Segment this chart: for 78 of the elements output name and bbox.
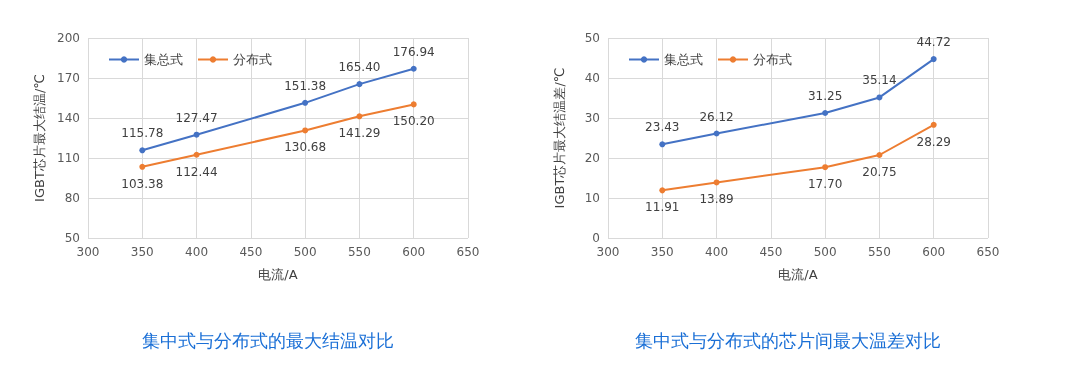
data-label: 44.72 bbox=[916, 35, 951, 50]
point bbox=[356, 81, 363, 88]
point bbox=[659, 141, 666, 148]
data-label: 26.12 bbox=[699, 109, 734, 124]
data-label: 11.91 bbox=[645, 200, 680, 215]
y-tick-label: 200 bbox=[57, 31, 80, 45]
y-tick-label: 50 bbox=[584, 31, 600, 45]
y-tick-label: 50 bbox=[64, 231, 80, 245]
text: 集中式与分布式的芯片间最大温差对比 bbox=[635, 329, 941, 351]
point bbox=[356, 113, 363, 120]
data-label: 28.29 bbox=[916, 134, 951, 149]
data-label: 13.89 bbox=[699, 192, 734, 207]
point bbox=[713, 179, 720, 186]
y-tick-label: 10 bbox=[584, 191, 600, 205]
y-tick-label: 80 bbox=[64, 191, 80, 205]
x-tick-label: 300 bbox=[76, 245, 100, 259]
data-label: 31.25 bbox=[807, 89, 843, 103]
y-tick-label: 20 bbox=[584, 151, 600, 165]
x-axis-title: 电流/A bbox=[778, 267, 818, 282]
data-label: 151.38 bbox=[284, 78, 327, 93]
point bbox=[713, 130, 720, 137]
point bbox=[302, 99, 309, 106]
data-label: 103.38 bbox=[121, 176, 164, 191]
x-tick-label: 600 bbox=[922, 245, 946, 259]
x-tick-label: 550 bbox=[867, 245, 891, 259]
x-tick-label: 350 bbox=[130, 245, 154, 259]
data-label: 150.20 bbox=[392, 114, 435, 129]
x-axis-title: 电流/A bbox=[258, 267, 298, 282]
data-label: 176.94 bbox=[392, 44, 435, 59]
x-tick-label: 550 bbox=[347, 245, 371, 259]
legend-label: 集总式 bbox=[144, 52, 183, 67]
point bbox=[410, 65, 417, 72]
y-tick-label: 170 bbox=[57, 71, 80, 85]
legend-label: 分布式 bbox=[753, 52, 792, 67]
point bbox=[876, 152, 883, 158]
point bbox=[302, 127, 309, 134]
x-tick-label: 600 bbox=[402, 245, 426, 259]
y-tick-label: 110 bbox=[57, 151, 80, 165]
x-tick-label: 350 bbox=[650, 245, 674, 259]
point bbox=[930, 56, 937, 63]
point bbox=[930, 121, 937, 128]
point bbox=[139, 147, 146, 154]
point bbox=[139, 163, 146, 170]
y-tick-label: 30 bbox=[584, 111, 600, 125]
data-label: 20.75 bbox=[862, 165, 897, 179]
y-tick-label: 0 bbox=[592, 231, 600, 245]
data-label: 35.14 bbox=[862, 73, 897, 88]
point bbox=[876, 94, 883, 101]
x-tick-label: 300 bbox=[596, 245, 620, 259]
legend-label: 分布式 bbox=[233, 52, 272, 67]
x-tick-label: 450 bbox=[759, 245, 783, 259]
data-label: 115.78 bbox=[121, 126, 164, 141]
point bbox=[193, 131, 200, 138]
x-tick-label: 500 bbox=[813, 245, 837, 259]
y-tick-label: 140 bbox=[57, 111, 80, 125]
point bbox=[193, 151, 200, 158]
text: 集中式与分布式的最大结温对比 bbox=[142, 329, 394, 351]
legend-label: 集总式 bbox=[664, 52, 703, 67]
x-tick-label: 650 bbox=[456, 245, 480, 259]
point bbox=[822, 164, 829, 171]
point bbox=[410, 101, 417, 108]
data-label: 130.68 bbox=[284, 140, 327, 155]
point bbox=[822, 110, 829, 116]
x-tick-label: 400 bbox=[705, 245, 729, 259]
y-axis-title: IGBT芯片最大结温差/℃ bbox=[552, 67, 567, 209]
data-label: 17.70 bbox=[807, 177, 843, 192]
data-label: 165.40 bbox=[338, 60, 381, 75]
x-tick-label: 500 bbox=[293, 245, 317, 259]
x-tick-label: 650 bbox=[976, 245, 1000, 259]
point bbox=[659, 187, 666, 194]
x-tick-label: 450 bbox=[239, 245, 263, 259]
data-label: 141.29 bbox=[338, 126, 381, 141]
x-tick-label: 400 bbox=[185, 245, 209, 259]
data-label: 112.44 bbox=[175, 164, 218, 179]
y-tick-label: 40 bbox=[584, 71, 600, 85]
y-axis-title: IGBT芯片最大结温/℃ bbox=[32, 74, 47, 202]
data-label: 127.47 bbox=[175, 110, 218, 125]
data-label: 23.43 bbox=[645, 120, 680, 135]
